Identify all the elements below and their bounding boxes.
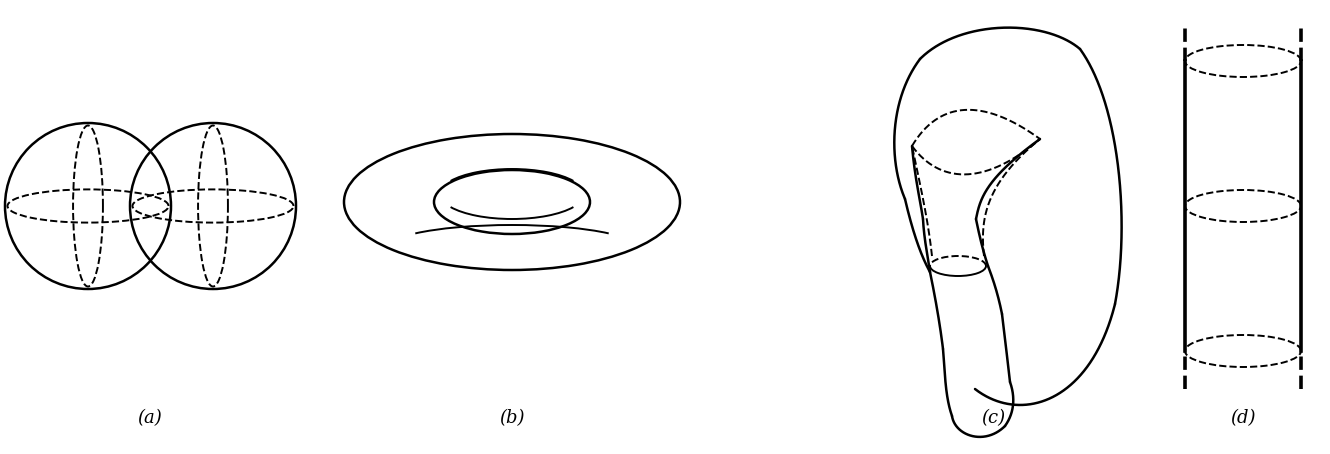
Text: (c): (c) — [982, 409, 1005, 427]
Text: (d): (d) — [1230, 409, 1256, 427]
Text: (a): (a) — [137, 409, 162, 427]
Text: (b): (b) — [499, 409, 525, 427]
